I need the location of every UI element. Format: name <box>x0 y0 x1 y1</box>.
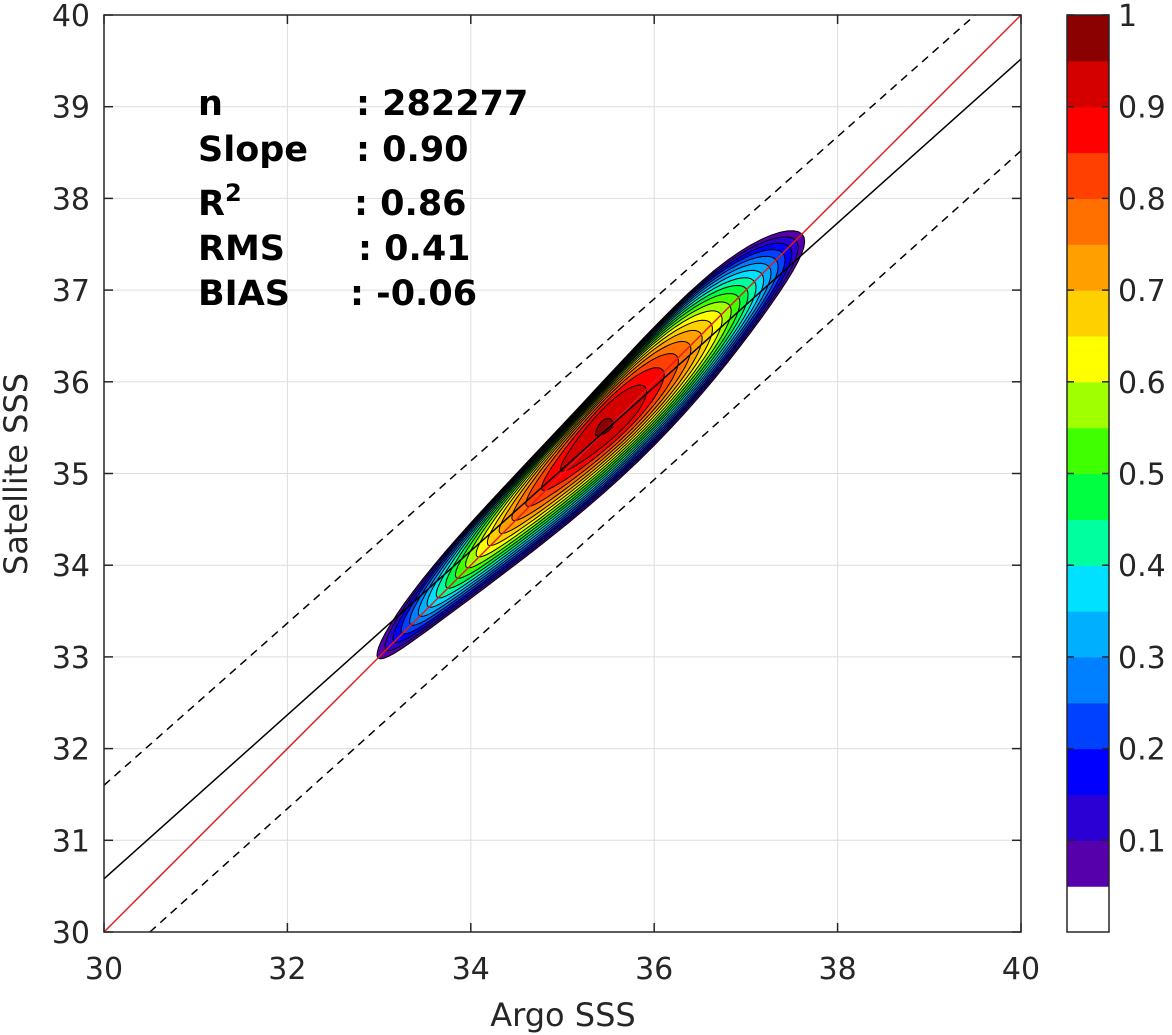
y-tick-label: 35 <box>52 458 90 493</box>
x-tick-label: 32 <box>268 952 306 987</box>
stat-value: : 0.90 <box>356 130 469 170</box>
colorbar-tick-label: 0.8 <box>1118 182 1166 217</box>
stat-label: Slope <box>198 130 308 170</box>
x-axis-label: Argo SSS <box>490 996 635 1034</box>
density-contour-level-19 <box>595 418 614 437</box>
y-axis-label: Satellite SSS <box>0 373 35 575</box>
colorbar-segment <box>1067 519 1109 566</box>
y-tick-label: 38 <box>52 182 90 217</box>
y-tick-label: 30 <box>52 916 90 951</box>
colorbar-segment <box>1067 886 1109 933</box>
colorbar-segment <box>1067 290 1109 337</box>
y-tick-label: 37 <box>52 274 90 309</box>
colorbar-segment <box>1067 473 1109 520</box>
colorbar: 0.1 0.2 0.3 0.4 0.5 0.6 0.7 0.8 0.9 1 <box>1066 0 1166 933</box>
colorbar-tick-label: 0.2 <box>1118 733 1166 768</box>
colorbar-tick-label: 0.4 <box>1118 549 1166 584</box>
colorbar-segment <box>1067 60 1109 108</box>
y-tick-label: 32 <box>52 733 90 768</box>
stat-label: BIAS <box>198 274 290 314</box>
colorbar-segment <box>1067 840 1109 887</box>
y-tick-label: 39 <box>52 91 90 126</box>
y-tick-labels: 30 31 32 33 34 35 36 37 38 39 40 <box>52 0 90 951</box>
y-tick-label: 34 <box>52 549 90 584</box>
colorbar-segment <box>1067 794 1109 841</box>
colorbar-segment <box>1067 152 1109 199</box>
x-tick-label: 30 <box>85 952 123 987</box>
colorbar-segment <box>1067 748 1109 796</box>
colorbar-segment <box>1067 106 1109 154</box>
x-tick-labels: 30 32 34 36 38 40 <box>85 952 1040 987</box>
stat-value: : 282277 <box>356 84 528 124</box>
y-tick-label: 36 <box>52 366 90 401</box>
one-to-one-line <box>104 15 1021 932</box>
colorbar-segment <box>1067 565 1109 612</box>
x-tick-label: 36 <box>635 952 673 987</box>
x-tick-label: 40 <box>1002 952 1040 987</box>
colorbar-tick-label: 0.1 <box>1118 824 1166 859</box>
stat-label: n <box>198 84 223 124</box>
axis-ticks <box>103 14 1022 933</box>
colorbar-segment <box>1067 656 1109 704</box>
colorbar-tick-label: 0.9 <box>1118 91 1166 126</box>
colorbar-tick-label: 0.5 <box>1118 458 1166 493</box>
colorbar-tick-label: 0.3 <box>1118 641 1166 676</box>
colorbar-segment <box>1067 427 1109 475</box>
y-tick-label: 31 <box>52 824 90 859</box>
colorbar-segment <box>1067 381 1109 429</box>
colorbar-segment <box>1067 15 1109 62</box>
grid-lines <box>104 15 1021 932</box>
stat-value: : 0.86 <box>354 184 467 224</box>
stat-value: : -0.06 <box>350 274 477 314</box>
x-tick-label: 38 <box>819 952 857 987</box>
x-tick-label: 34 <box>452 952 490 987</box>
y-tick-label: 40 <box>52 0 90 34</box>
reference-lines <box>104 15 1021 932</box>
colorbar-tick-label: 0.7 <box>1118 274 1166 309</box>
colorbar-segment <box>1067 702 1109 750</box>
upper-bound-line <box>104 15 976 786</box>
stat-value: : 0.41 <box>358 229 471 269</box>
colorbar-tick-label: 0.6 <box>1118 366 1166 401</box>
y-tick-label: 33 <box>52 641 90 676</box>
colorbar-segment <box>1067 244 1109 291</box>
colorbar-tick-label: 1 <box>1118 0 1137 34</box>
stat-label: RMS <box>198 229 285 269</box>
colorbar-segment <box>1067 611 1109 658</box>
colorbar-segment <box>1067 198 1109 245</box>
regression-line <box>104 58 1021 880</box>
colorbar-segment <box>1067 335 1109 383</box>
